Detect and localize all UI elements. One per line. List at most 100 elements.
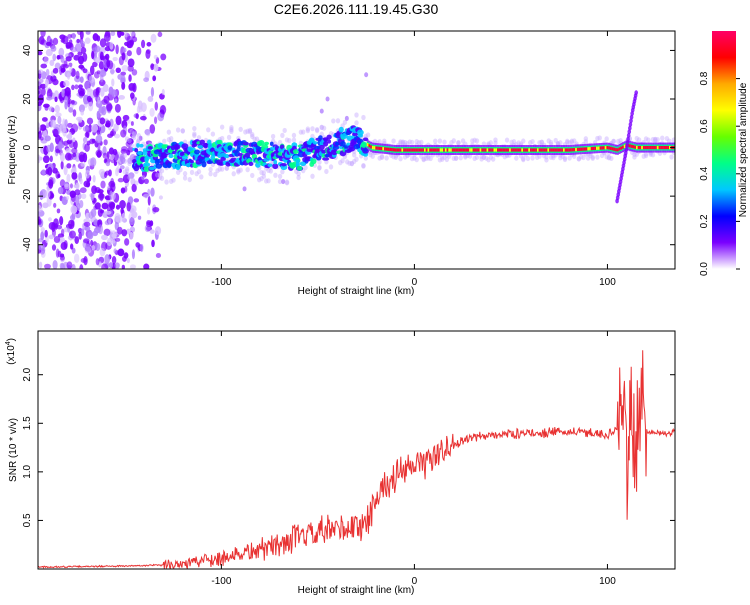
heatmap-cell <box>643 136 649 142</box>
heatmap-cell <box>569 148 572 152</box>
heatmap-cell <box>451 155 456 162</box>
heatmap-cell <box>517 148 520 152</box>
heatmap-cell <box>653 136 658 142</box>
heatmap-cell <box>519 148 522 152</box>
heatmap-cell <box>273 159 278 165</box>
heatmap-cell <box>281 179 286 185</box>
heatmap-cell <box>63 240 68 250</box>
heatmap-cell <box>197 145 204 149</box>
heatmap-cell <box>569 139 575 145</box>
heatmap-cell <box>255 162 261 168</box>
heatmap-cell <box>620 146 623 150</box>
heatmap-cell <box>109 202 115 210</box>
heatmap-cell <box>121 229 128 237</box>
heatmap-cell <box>38 204 42 210</box>
heatmap-cell <box>448 148 451 152</box>
heatmap-cell <box>146 42 152 47</box>
heatmap-cell <box>136 105 141 114</box>
heatmap-cell <box>634 151 639 157</box>
heatmap-cell <box>424 148 427 152</box>
heatmap-cell <box>152 153 159 158</box>
heatmap-cell <box>131 36 138 43</box>
heatmap-cell <box>131 131 137 138</box>
heatmap-cell <box>227 145 233 151</box>
heatmap-cell <box>216 139 223 145</box>
heatmap-cell <box>267 163 273 167</box>
heatmap-cell <box>618 137 623 144</box>
x-tick-label: -100 <box>211 576 231 587</box>
heatmap-cell <box>465 148 468 152</box>
heatmap-cell <box>121 146 128 152</box>
heatmap-cell <box>120 77 126 84</box>
heatmap-cell <box>115 67 121 74</box>
heatmap-cell <box>136 132 141 139</box>
heatmap-cell <box>453 155 459 161</box>
heatmap-cell <box>59 255 65 261</box>
heatmap-cell <box>583 139 589 145</box>
heatmap-cell <box>259 176 264 182</box>
heatmap-cell <box>66 72 71 80</box>
heatmap-cell <box>342 119 348 125</box>
heatmap-cell <box>366 143 369 147</box>
heatmap-cell <box>109 69 115 75</box>
heatmap-cell <box>69 183 73 189</box>
heatmap-cell <box>94 186 101 194</box>
heatmap-cell <box>210 131 216 137</box>
heatmap-cell <box>40 87 46 96</box>
heatmap-cell <box>82 125 90 132</box>
heatmap-cell <box>124 186 128 193</box>
heatmap-cell <box>472 155 477 162</box>
heatmap-cell <box>351 152 357 158</box>
heatmap-cell <box>398 140 403 146</box>
heatmap-cell <box>559 148 562 152</box>
x-tick-label: 100 <box>599 277 616 288</box>
heatmap-cell <box>323 140 329 147</box>
heatmap-cell <box>38 90 42 99</box>
heatmap-cell <box>121 212 126 222</box>
heatmap-cell <box>377 155 382 161</box>
heatmap-cell <box>94 45 101 53</box>
heatmap-cell <box>628 125 632 131</box>
heatmap-cell <box>583 147 586 151</box>
heatmap-cell <box>413 148 416 152</box>
heatmap-cell <box>312 141 318 145</box>
heatmap-cell <box>439 148 442 152</box>
heatmap-cell <box>565 139 570 146</box>
heatmap-cell <box>458 155 463 161</box>
heatmap-cell <box>284 179 290 185</box>
heatmap-cell <box>528 140 533 146</box>
heatmap-cell <box>562 156 568 163</box>
heatmap-cell <box>604 146 607 150</box>
heatmap-cell <box>147 206 151 215</box>
heatmap-cell <box>345 159 350 165</box>
heatmap-cell <box>472 137 477 143</box>
heatmap-cell <box>115 204 121 210</box>
heatmap-cell <box>356 129 364 136</box>
heatmap-cell <box>646 137 651 143</box>
heatmap-cell <box>122 152 128 158</box>
heatmap-cell <box>147 188 151 197</box>
heatmap-cell <box>171 177 176 183</box>
heatmap-cell <box>107 60 114 70</box>
heatmap-cell <box>54 62 61 70</box>
heatmap-cell <box>248 161 254 166</box>
colorbar: 0.0 0.2 0.4 0.6 0.8 Normalized spectral ampl… <box>699 31 749 276</box>
heatmap-cell <box>585 155 591 161</box>
heatmap-cell <box>72 137 76 143</box>
heatmap-cell <box>192 125 197 132</box>
heatmap-cell <box>277 151 284 156</box>
heatmap-cell <box>106 151 110 159</box>
heatmap-cell <box>157 31 163 38</box>
heatmap-cell <box>488 140 494 146</box>
heatmap-cell <box>389 147 392 152</box>
heatmap-cell <box>382 138 387 144</box>
heatmap-cell <box>127 196 134 204</box>
heatmap-cell <box>107 133 114 138</box>
heatmap-cell <box>49 59 55 67</box>
snr-series <box>38 350 675 569</box>
heatmap-cell <box>139 115 147 121</box>
heatmap-cell <box>493 137 498 143</box>
heatmap-cell <box>421 156 426 162</box>
heatmap-cell <box>503 148 506 152</box>
heatmap-cell <box>247 129 253 135</box>
